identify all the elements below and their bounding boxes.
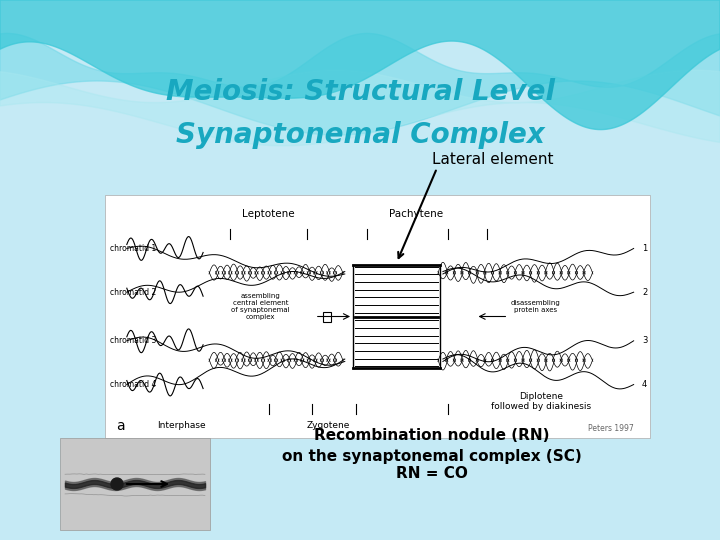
Text: Recombination nodule (RN): Recombination nodule (RN) <box>314 429 550 443</box>
Text: Leptotene: Leptotene <box>242 210 294 219</box>
FancyBboxPatch shape <box>105 195 650 438</box>
Text: Peters 1997: Peters 1997 <box>588 424 634 433</box>
Text: RN = CO: RN = CO <box>396 467 468 482</box>
Text: 1: 1 <box>642 244 647 253</box>
Text: on the synaptonemal complex (SC): on the synaptonemal complex (SC) <box>282 449 582 463</box>
Text: Zygotene: Zygotene <box>307 421 350 430</box>
Text: Interphase: Interphase <box>157 421 206 430</box>
Text: 4: 4 <box>642 380 647 389</box>
Text: chromatid 4: chromatid 4 <box>110 380 157 389</box>
Text: chromatid 2: chromatid 2 <box>110 288 157 296</box>
Circle shape <box>111 478 123 490</box>
Text: 3: 3 <box>642 336 647 345</box>
Text: a: a <box>116 419 125 433</box>
Text: Diplotene
followed by diakinesis: Diplotene followed by diakinesis <box>491 392 591 411</box>
Text: chromatid 3: chromatid 3 <box>110 336 157 345</box>
Text: disassembling
protein axes: disassembling protein axes <box>510 300 560 313</box>
FancyBboxPatch shape <box>60 438 210 530</box>
Text: Pachytene: Pachytene <box>389 210 443 219</box>
Text: Synaptonemal Complex: Synaptonemal Complex <box>176 121 544 149</box>
Text: chromatid 1: chromatid 1 <box>110 244 157 253</box>
Text: Meiosis: Structural Level: Meiosis: Structural Level <box>166 78 554 106</box>
Text: Lateral element: Lateral element <box>432 152 554 167</box>
Text: 2: 2 <box>642 288 647 296</box>
Text: assembling
central element
of synaptonemal
complex: assembling central element of synaptonem… <box>231 293 289 320</box>
